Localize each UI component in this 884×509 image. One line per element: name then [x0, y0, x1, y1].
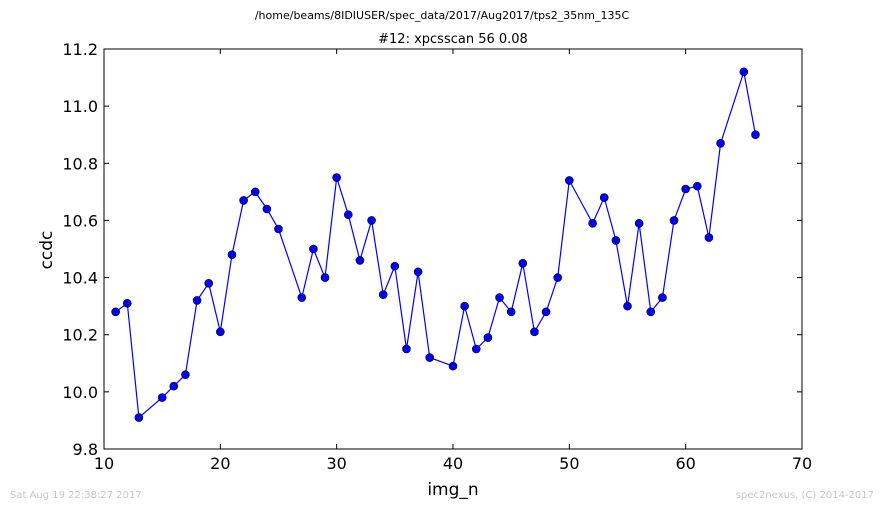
data-point — [204, 278, 213, 288]
data-point — [413, 267, 423, 277]
y-tick-label: 11.2 — [62, 40, 98, 59]
data-point — [646, 307, 656, 317]
chart-file-path: /home/beams/8IDIUSER/spec_data/2017/Aug2… — [255, 9, 630, 22]
y-tick-label: 11.0 — [62, 97, 98, 116]
data-point — [169, 381, 179, 391]
x-axis-label: img_n — [427, 480, 478, 500]
x-tick-label: 40 — [443, 454, 463, 473]
series-line — [115, 71, 757, 419]
data-point — [297, 293, 307, 302]
data-point — [553, 273, 563, 282]
x-tick-label: 30 — [326, 454, 346, 473]
data-point — [390, 261, 400, 271]
data-point — [402, 344, 411, 354]
data-point — [739, 67, 749, 77]
data-point — [471, 344, 481, 354]
data-point — [216, 327, 225, 337]
data-point — [157, 393, 167, 402]
data-point — [611, 236, 621, 245]
data-point — [448, 361, 458, 371]
data-point — [565, 176, 574, 185]
data-point — [134, 413, 144, 422]
y-tick-label: 10.4 — [62, 269, 98, 288]
data-point — [239, 196, 248, 205]
data-point — [262, 204, 272, 214]
data-point — [483, 333, 493, 342]
data-point — [658, 293, 667, 302]
footer-timestamp: Sat Aug 19 22:38:27 2017 — [10, 490, 142, 501]
data-point — [425, 353, 435, 362]
data-point — [309, 244, 318, 254]
data-point — [588, 218, 597, 228]
x-tick-label: 70 — [792, 454, 812, 473]
data-point — [250, 187, 260, 197]
data-point — [495, 293, 504, 302]
data-point — [274, 224, 283, 234]
data-point — [751, 130, 760, 140]
chart-title: #12: xpcsscan 56 0.08 — [378, 32, 528, 47]
data-point — [192, 296, 202, 305]
plot-area: 10 20 30 40 50 60 70 9.8 10.0 10.2 10.4 10.6 10.8 11.… — [62, 40, 812, 473]
data-point — [704, 233, 714, 242]
plot-frame — [103, 48, 803, 450]
data-point — [518, 258, 528, 268]
y-tick-label: 10.6 — [62, 211, 98, 230]
data-point — [634, 218, 644, 228]
y-tick-label: 9.8 — [73, 440, 98, 459]
y-axis-label: ccdc — [37, 231, 57, 270]
data-point — [692, 181, 702, 191]
y-tick-label: 10.0 — [62, 383, 98, 402]
x-tick-label: 50 — [559, 454, 579, 473]
y-tick-label: 10.2 — [62, 326, 98, 345]
y-tick-label: 10.8 — [62, 154, 98, 173]
data-point — [623, 301, 632, 311]
data-point — [320, 273, 330, 282]
data-point — [181, 370, 190, 380]
data-point — [599, 193, 609, 202]
data-point — [227, 250, 237, 260]
data-point — [332, 173, 341, 182]
footer-credit: spec2nexus, (C) 2014-2017 — [736, 490, 874, 501]
data-point — [506, 307, 516, 317]
data-point — [367, 216, 376, 225]
x-tick-label: 60 — [675, 454, 695, 473]
data-point — [541, 307, 551, 317]
x-tick-label: 20 — [210, 454, 230, 473]
data-point — [111, 307, 120, 317]
data-point — [681, 184, 690, 194]
data-point — [460, 301, 469, 311]
x-tick-label: 10 — [94, 454, 114, 473]
data-point — [355, 256, 365, 265]
data-point — [122, 298, 132, 308]
data-point — [378, 290, 388, 300]
data-point — [343, 210, 353, 220]
data-point — [716, 138, 725, 148]
data-point — [669, 216, 679, 225]
data-point — [530, 327, 539, 337]
